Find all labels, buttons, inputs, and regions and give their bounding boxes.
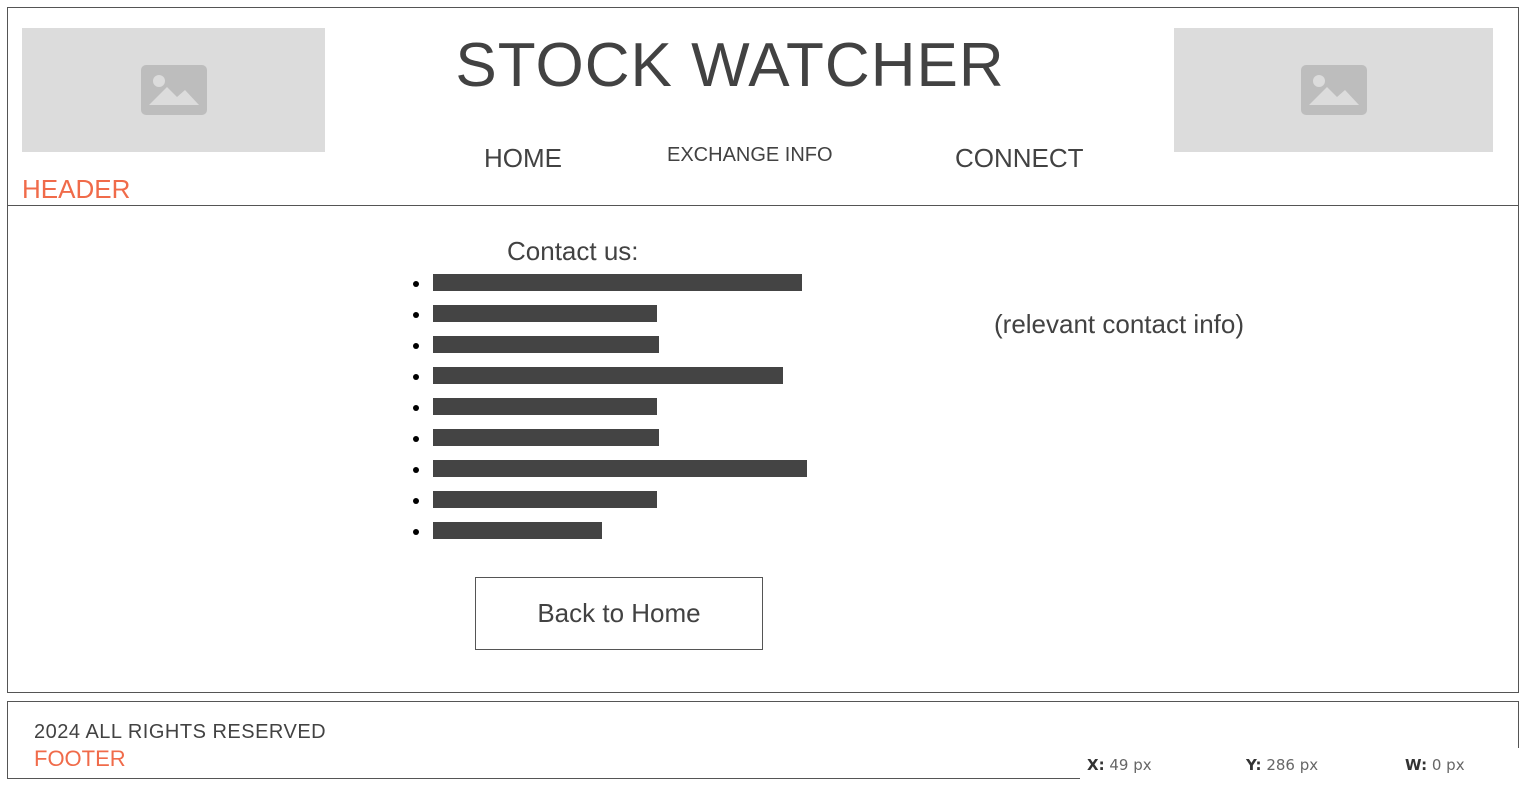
bullet-icon: [413, 374, 419, 380]
contact-text-placeholder: [433, 460, 807, 477]
footer-copyright: 2024 ALL RIGHTS RESERVED: [34, 721, 327, 743]
coordinate-readout: X: 49 px Y: 286 px W: 0 px: [1080, 748, 1525, 787]
coord-x-value: 49 px: [1109, 756, 1152, 774]
bullet-icon: [413, 312, 419, 318]
back-to-home-button[interactable]: Back to Home: [475, 577, 763, 650]
contact-text-placeholder: [433, 336, 659, 353]
contact-text-placeholder: [433, 429, 659, 446]
bullet-icon: [413, 343, 419, 349]
coord-w-label: W:: [1405, 756, 1428, 774]
header-region-label: HEADER: [22, 174, 131, 204]
bullet-icon: [413, 281, 419, 287]
nav-connect-link[interactable]: CONNECT: [955, 143, 1084, 173]
site-title: STOCK WATCHER: [455, 31, 1005, 100]
coord-y: Y: 286 px: [1246, 756, 1318, 774]
bullet-icon: [413, 467, 419, 473]
header-left-image: [22, 28, 325, 152]
contact-text-placeholder: [433, 274, 802, 291]
footer-region-label: FOOTER: [34, 746, 126, 771]
nav-home-link[interactable]: HOME: [484, 143, 562, 173]
coord-y-value: 286 px: [1266, 756, 1319, 774]
coord-x: X: 49 px: [1087, 756, 1152, 774]
bullet-icon: [413, 498, 419, 504]
contact-text-placeholder: [433, 305, 657, 322]
contact-text-placeholder: [433, 367, 783, 384]
coord-x-label: X:: [1087, 756, 1105, 774]
coord-w: W: 0 px: [1405, 756, 1465, 774]
coord-w-value: 0 px: [1431, 756, 1465, 774]
bullet-icon: [413, 405, 419, 411]
header-divider: [7, 205, 1519, 206]
bullet-icon: [413, 529, 419, 535]
bullet-icon: [413, 436, 419, 442]
image-placeholder-icon: [140, 65, 207, 115]
header-right-image: [1174, 28, 1493, 152]
nav-exchange-info-link[interactable]: EXCHANGE INFO: [667, 144, 833, 166]
contact-info-text: (relevant contact info): [994, 309, 1245, 339]
contact-text-placeholder: [433, 522, 602, 539]
image-placeholder-icon: [1300, 65, 1367, 115]
contact-heading: Contact us:: [507, 236, 639, 266]
coord-y-label: Y:: [1246, 756, 1262, 774]
contact-text-placeholder: [433, 491, 657, 508]
contact-text-placeholder: [433, 398, 657, 415]
